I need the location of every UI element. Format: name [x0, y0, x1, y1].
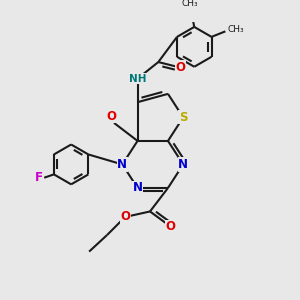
Text: S: S	[179, 111, 188, 124]
Text: N: N	[117, 158, 127, 171]
Text: N: N	[133, 182, 142, 194]
Text: CH₃: CH₃	[182, 0, 198, 8]
Text: F: F	[35, 171, 43, 184]
Text: O: O	[107, 110, 117, 122]
Text: NH: NH	[129, 74, 146, 84]
Text: CH₃: CH₃	[228, 26, 244, 34]
Text: O: O	[166, 220, 176, 233]
Text: O: O	[120, 211, 130, 224]
Text: O: O	[176, 61, 185, 74]
Text: N: N	[178, 158, 188, 171]
